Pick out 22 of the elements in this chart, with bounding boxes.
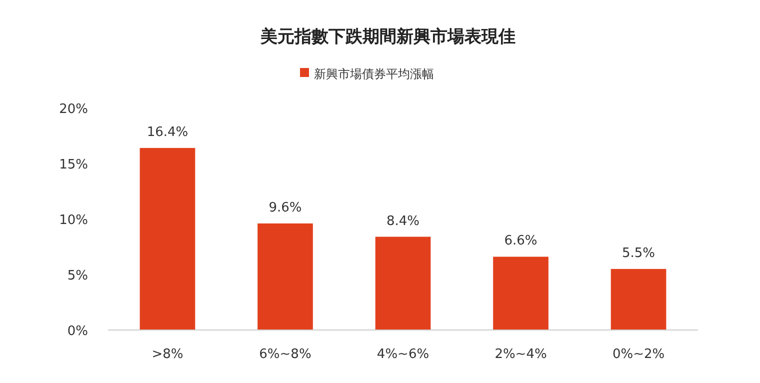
text: 5.5%: [622, 246, 656, 261]
bar: [493, 256, 548, 330]
x-tick-label: 4%~6%: [376, 347, 430, 362]
bar: [375, 236, 431, 330]
y-tick-label: 20%: [59, 102, 88, 117]
legend-label: 新興市場債券平均漲幅: [314, 67, 434, 81]
text: 6.6%: [504, 234, 538, 249]
text: 16.4%: [146, 124, 188, 140]
text: 9.6%: [268, 200, 302, 216]
x-tick-label: 2%~4%: [494, 347, 547, 362]
y-tick-label: 10%: [59, 213, 88, 228]
bar: [140, 148, 196, 330]
bar: [258, 223, 313, 330]
y-tick-label: 5%: [67, 268, 88, 284]
bar: [610, 268, 666, 330]
chart-title: 美元指數下跌期間新興市場表現佳: [260, 27, 516, 47]
x-tick-label: 0%~2%: [612, 347, 665, 362]
y-tick-label: 0%: [67, 324, 88, 339]
text: 8.4%: [386, 214, 420, 229]
x-tick-label: >8%: [152, 347, 184, 362]
x-tick-label: 6%~8%: [259, 347, 312, 362]
y-tick-label: 15%: [59, 158, 88, 172]
